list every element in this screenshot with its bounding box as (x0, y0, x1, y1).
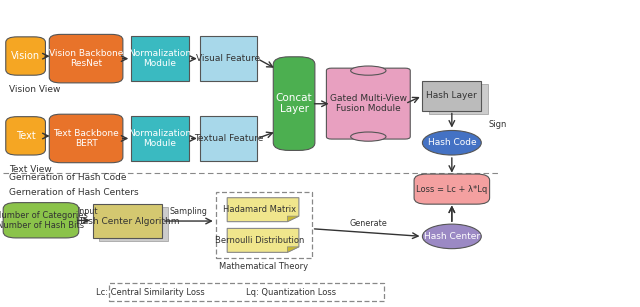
FancyBboxPatch shape (273, 57, 315, 150)
Text: Loss = Lc + λ*Lq: Loss = Lc + λ*Lq (416, 185, 488, 194)
Text: Hash Center: Hash Center (424, 232, 480, 241)
Text: Hash Layer: Hash Layer (426, 91, 477, 100)
Text: Vision View: Vision View (9, 85, 60, 94)
FancyBboxPatch shape (6, 117, 45, 155)
Text: Input: Input (77, 207, 98, 216)
Text: Bernoulli Distribution: Bernoulli Distribution (215, 236, 305, 245)
Text: Textual Feature: Textual Feature (194, 134, 263, 143)
FancyBboxPatch shape (99, 207, 168, 241)
Polygon shape (227, 198, 299, 222)
Text: Lq: Quantization Loss: Lq: Quantization Loss (246, 288, 336, 297)
Text: Normalization
Module: Normalization Module (129, 129, 191, 148)
FancyBboxPatch shape (49, 34, 123, 83)
Text: Gerneration of Hash Centers: Gerneration of Hash Centers (9, 188, 139, 197)
FancyBboxPatch shape (200, 36, 257, 81)
Ellipse shape (351, 132, 386, 141)
FancyBboxPatch shape (3, 203, 79, 238)
Text: Concat
Layer: Concat Layer (276, 93, 312, 115)
Text: Generate: Generate (349, 219, 387, 228)
Text: Text: Text (16, 131, 35, 141)
FancyBboxPatch shape (131, 116, 189, 161)
Text: Text Backbone
BERT: Text Backbone BERT (53, 129, 119, 148)
Ellipse shape (422, 224, 481, 249)
FancyBboxPatch shape (93, 204, 162, 238)
Text: Lc: Central Similarity Loss: Lc: Central Similarity Loss (96, 288, 205, 297)
FancyBboxPatch shape (326, 68, 410, 139)
Text: Text View: Text View (9, 165, 52, 174)
Ellipse shape (422, 130, 481, 155)
FancyBboxPatch shape (6, 37, 45, 75)
FancyBboxPatch shape (414, 174, 490, 204)
Text: Visual Feature: Visual Feature (196, 54, 260, 63)
FancyBboxPatch shape (422, 81, 481, 111)
Ellipse shape (351, 66, 386, 75)
Text: Number of Categories
Number of Hash Bits: Number of Categories Number of Hash Bits (0, 211, 88, 230)
FancyBboxPatch shape (200, 116, 257, 161)
Text: Vision Backbone
ResNet: Vision Backbone ResNet (49, 49, 124, 68)
Text: Hash Code: Hash Code (428, 138, 476, 147)
Text: Mathematical Theory: Mathematical Theory (219, 262, 308, 270)
Text: Sampling: Sampling (170, 208, 208, 216)
Text: Sign: Sign (489, 120, 508, 129)
Text: Hadamard Matrix: Hadamard Matrix (223, 205, 296, 214)
Text: Hash Center Algorithm: Hash Center Algorithm (76, 216, 179, 226)
FancyBboxPatch shape (49, 114, 123, 163)
Text: Normalization
Module: Normalization Module (129, 49, 191, 68)
Polygon shape (287, 247, 299, 252)
Text: Gated Multi-View
Fusion Module: Gated Multi-View Fusion Module (330, 94, 407, 113)
FancyBboxPatch shape (131, 36, 189, 81)
Text: Gerneration of Hash Code: Gerneration of Hash Code (9, 173, 127, 181)
Text: Vision: Vision (11, 51, 40, 61)
Polygon shape (227, 228, 299, 252)
FancyBboxPatch shape (429, 84, 488, 114)
Polygon shape (287, 216, 299, 222)
